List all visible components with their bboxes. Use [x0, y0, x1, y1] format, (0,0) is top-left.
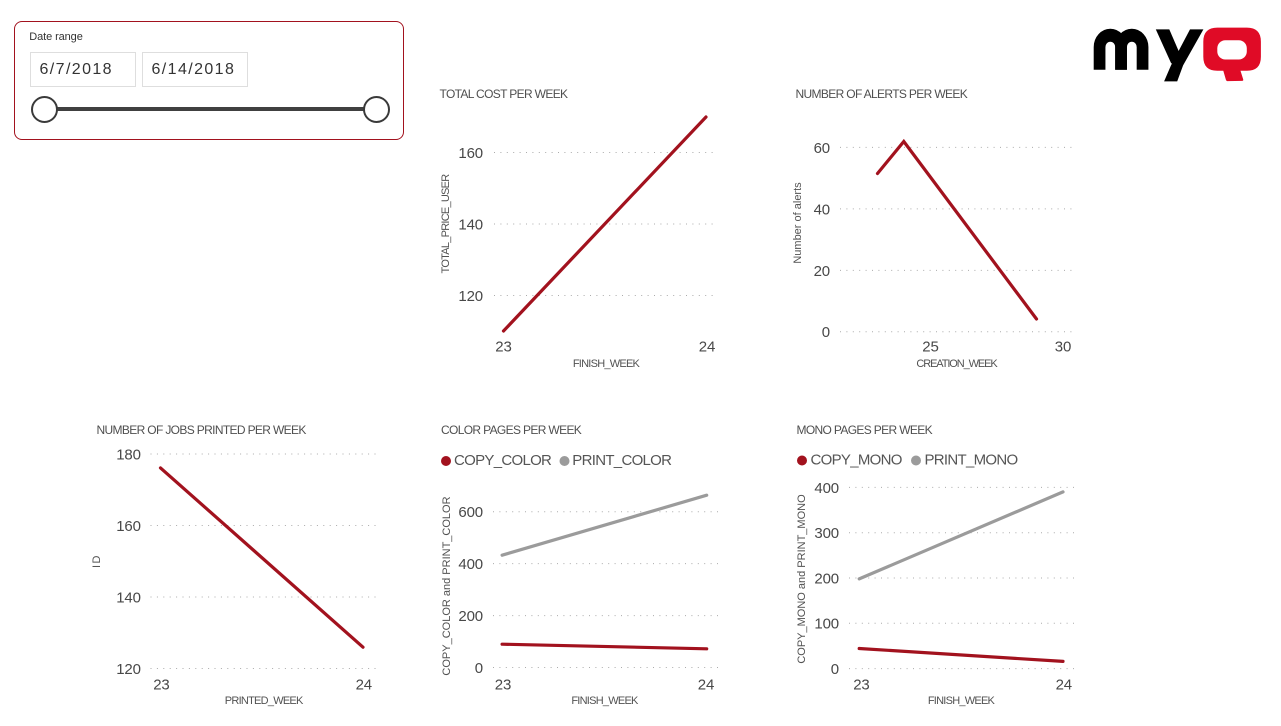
- svg-text:0: 0: [831, 661, 839, 678]
- svg-text:TOTAL_PRICE_USER: TOTAL_PRICE_USER: [440, 174, 452, 274]
- svg-text:PRINTED_WEEK: PRINTED_WEEK: [225, 695, 304, 707]
- svg-text:25: 25: [922, 338, 938, 355]
- svg-text:160: 160: [116, 518, 141, 535]
- svg-text:NUMBER OF ALERTS PER WEEK: NUMBER OF ALERTS PER WEEK: [796, 87, 968, 101]
- svg-text:120: 120: [458, 288, 483, 305]
- svg-text:23: 23: [853, 676, 869, 693]
- svg-text:100: 100: [814, 616, 839, 633]
- svg-text:140: 140: [116, 589, 141, 606]
- svg-text:23: 23: [153, 676, 169, 693]
- svg-text:160: 160: [458, 145, 483, 162]
- svg-text:140: 140: [458, 216, 483, 233]
- svg-text:40: 40: [814, 201, 830, 218]
- svg-text:CREATION_WEEK: CREATION_WEEK: [916, 358, 998, 370]
- svg-text:60: 60: [814, 140, 830, 157]
- svg-text:COPY_MONO and PRINT_MONO: COPY_MONO and PRINT_MONO: [796, 494, 808, 664]
- svg-text:ID: ID: [91, 554, 103, 568]
- svg-text:300: 300: [814, 525, 839, 542]
- svg-text:600: 600: [458, 504, 483, 521]
- svg-text:400: 400: [814, 480, 839, 497]
- svg-text:0: 0: [822, 324, 830, 341]
- svg-text:PRINT_COLOR: PRINT_COLOR: [572, 452, 672, 469]
- svg-text:NUMBER OF JOBS PRINTED PER WEE: NUMBER OF JOBS PRINTED PER WEEK: [97, 423, 307, 437]
- svg-text:20: 20: [814, 263, 830, 280]
- svg-text:23: 23: [495, 676, 511, 693]
- svg-text:24: 24: [1056, 676, 1072, 693]
- svg-text:PRINT_MONO: PRINT_MONO: [925, 452, 1018, 469]
- svg-text:COPY_COLOR and PRINT_COLOR: COPY_COLOR and PRINT_COLOR: [441, 496, 453, 675]
- svg-text:120: 120: [116, 661, 141, 678]
- svg-text:FINISH_WEEK: FINISH_WEEK: [571, 695, 639, 707]
- svg-text:23: 23: [495, 338, 511, 355]
- svg-text:24: 24: [356, 676, 372, 693]
- svg-text:TOTAL COST PER WEEK: TOTAL COST PER WEEK: [440, 87, 569, 101]
- svg-text:200: 200: [814, 570, 839, 587]
- svg-text:MONO PAGES PER WEEK: MONO PAGES PER WEEK: [797, 423, 933, 437]
- svg-text:Number of alerts: Number of alerts: [792, 182, 804, 264]
- svg-text:24: 24: [699, 338, 715, 355]
- svg-text:24: 24: [698, 676, 714, 693]
- svg-text:FINISH_WEEK: FINISH_WEEK: [573, 358, 641, 370]
- svg-text:FINISH_WEEK: FINISH_WEEK: [928, 695, 996, 707]
- svg-text:30: 30: [1055, 338, 1071, 355]
- svg-text:180: 180: [116, 446, 141, 463]
- svg-text:0: 0: [475, 660, 483, 677]
- svg-text:COLOR PAGES PER WEEK: COLOR PAGES PER WEEK: [441, 423, 582, 437]
- svg-text:COPY_COLOR: COPY_COLOR: [454, 452, 552, 469]
- svg-text:400: 400: [458, 556, 483, 573]
- svg-text:COPY_MONO: COPY_MONO: [811, 452, 902, 469]
- svg-text:200: 200: [458, 608, 483, 625]
